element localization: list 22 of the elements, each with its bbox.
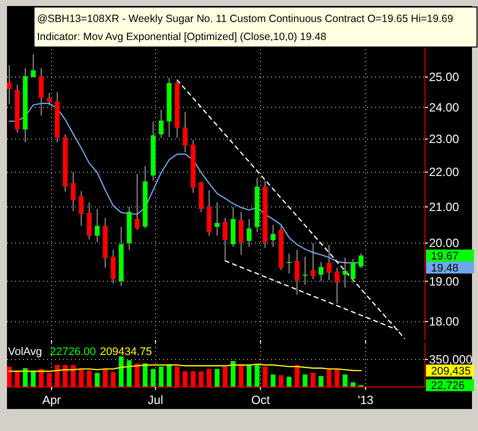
y-tick-label: 350,000 <box>429 352 473 366</box>
y-tick-label: 24.00 <box>429 100 460 114</box>
chart-title: @SBH13=108XR - Weekly Sugar No. 11 Custom Continuous Contract O=19.65 Hi=19.69 <box>37 13 454 25</box>
y-tick-label: 23.00 <box>429 132 460 146</box>
x-tick-label: Oct <box>251 393 271 407</box>
x-tick-label: Jul <box>148 393 164 407</box>
text: 19.48 <box>431 262 459 275</box>
chart-title: VolAvg <box>8 346 42 358</box>
y-tick-label: 20.00 <box>429 236 460 250</box>
x-tick-label: '13 <box>358 393 374 407</box>
y-tick-label: 21.00 <box>429 200 460 214</box>
y-tick-label: 22.00 <box>429 165 460 180</box>
y-tick-label: 18.00 <box>429 314 460 329</box>
annotation: 22726.00 <box>50 346 96 358</box>
annotation: 209434.75 <box>100 346 152 358</box>
text: 19.67 <box>431 250 459 263</box>
x-tick-label: Apr <box>42 393 61 407</box>
text: Indicator: Mov Avg Exponential [Optimized] (Close,10,0) 19.48 <box>37 31 326 43</box>
y-tick-label: 25.00 <box>429 70 460 84</box>
text: 22,726 <box>431 380 465 392</box>
text: 209,435 <box>431 366 471 378</box>
y-tick-label: 19.00 <box>429 274 460 288</box>
